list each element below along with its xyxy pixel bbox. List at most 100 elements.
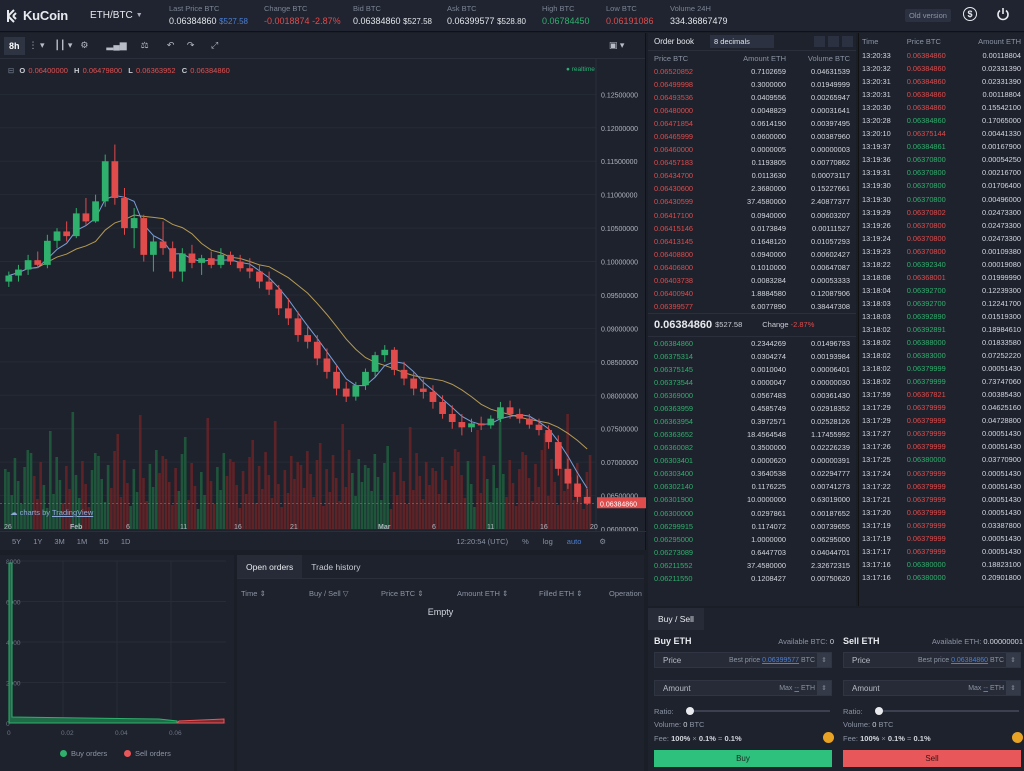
legend-buy-orders[interactable]: Buy orders	[60, 749, 107, 758]
range-1m[interactable]: 1M	[76, 536, 88, 546]
bid-row[interactable]: 0.06363652 18.4564548 1.17455992	[648, 428, 856, 441]
ask-row[interactable]: 0.06480000 0.0048829 0.00031641	[648, 104, 856, 117]
bid-row[interactable]: 0.06299915 0.1174072 0.00739655	[648, 520, 856, 533]
candlestick-chart[interactable]: 0.12500000 0.12000000 0.11500000 0.11000000…	[0, 59, 646, 531]
ask-row[interactable]: 0.06520852 0.7102659 0.04631539	[648, 65, 856, 78]
ask-row[interactable]: 0.06417100 0.0940000 0.00603207	[648, 209, 856, 222]
auto-scale-toggle[interactable]: auto	[566, 536, 582, 546]
ask-row[interactable]: 0.06403738 0.0083284 0.00053333	[648, 274, 856, 287]
candle-style-icon[interactable]: ┃┃ ▾	[54, 40, 73, 50]
ask-row[interactable]: 0.06465999 0.0600000 0.00387960	[648, 130, 856, 143]
sell-price-input[interactable]: Price Best price 0.06384860 BTC ⇕	[843, 652, 1021, 668]
buy-price-input[interactable]: Price Best price 0.06399577 BTC ⇕	[654, 652, 832, 668]
old-version-button[interactable]: Old version	[905, 9, 951, 22]
book-view-bids-icon[interactable]	[842, 36, 854, 47]
settings-gear-icon[interactable]: ⚙	[80, 40, 89, 50]
chart-settings-icon[interactable]: ⚙	[599, 536, 607, 546]
stepper-icon[interactable]: ⇕	[817, 653, 831, 667]
undo-icon[interactable]: ↶	[166, 40, 175, 50]
stepper-icon[interactable]: ⇕	[817, 681, 831, 695]
ask-row[interactable]: 0.06399577 6.0077890 0.38447308	[648, 300, 856, 313]
buy-amount-input[interactable]: Amount Max -- ETH ⇕	[654, 680, 832, 696]
buy-button[interactable]: Buy	[654, 750, 832, 767]
stepper-icon[interactable]: ⇕	[1006, 681, 1020, 695]
ask-row[interactable]: 0.06434700 0.0113630 0.00073117	[648, 169, 856, 182]
bid-row[interactable]: 0.06303401 0.0000620 0.00000391	[648, 454, 856, 467]
book-view-asks-icon[interactable]	[828, 36, 840, 47]
bid-row[interactable]: 0.06373544 0.0000047 0.00000030	[648, 376, 856, 389]
indicators-icon[interactable]: ▂▄▆	[106, 40, 127, 50]
range-1y[interactable]: 1Y	[33, 536, 43, 546]
bid-row[interactable]: 0.06369000 0.0567483 0.00361430	[648, 389, 856, 402]
bid-row[interactable]: 0.06363959 0.4585749 0.02918352	[648, 402, 856, 415]
fullscreen-icon[interactable]: ⤢	[211, 40, 219, 50]
kcs-coin-icon[interactable]	[823, 732, 834, 743]
ask-row[interactable]: 0.06499998 0.3000000 0.01949999	[648, 78, 856, 91]
redo-icon[interactable]: ↷	[186, 40, 195, 50]
dollar-icon[interactable]: $	[963, 7, 977, 21]
sell-button[interactable]: Sell	[843, 750, 1021, 767]
decimals-select[interactable]: 8 decimals	[710, 35, 775, 48]
best-price-link[interactable]: 0.06399577	[762, 656, 800, 664]
bid-row[interactable]: 0.06211552 37.4580000 2.32672315	[648, 559, 856, 572]
filter-icon[interactable]: ▽	[342, 588, 349, 598]
interval-button[interactable]: 8h	[4, 36, 25, 55]
bid-row[interactable]: 0.06300000 0.0297861 0.00187652	[648, 507, 856, 520]
ask-row[interactable]: 0.06460000 0.0000005 0.00000003	[648, 143, 856, 156]
ask-row[interactable]: 0.06493536 0.0409556 0.00265947	[648, 91, 856, 104]
bid-row[interactable]: 0.06375314 0.0304274 0.00193984	[648, 350, 856, 363]
bid-row[interactable]: 0.06363954 0.3972571 0.02528126	[648, 415, 856, 428]
depth-chart[interactable]: 8000 6000 4000 2000 0 0 0.02 0.04 0.06	[0, 555, 234, 745]
range-5d[interactable]: 5D	[99, 536, 109, 546]
slider-knob[interactable]	[686, 707, 694, 715]
ask-row[interactable]: 0.06471854 0.0614190 0.00397495	[648, 117, 856, 130]
sell-amount-input[interactable]: Amount Max -- ETH ⇕	[843, 680, 1021, 696]
ask-row[interactable]: 0.06430600 2.3680000 0.15227661	[648, 182, 856, 195]
bid-row[interactable]: 0.06301900 10.0000000 0.63019000	[648, 493, 856, 506]
buy-ratio-slider[interactable]	[686, 707, 830, 715]
ask-row[interactable]: 0.06457183 0.1193805 0.00770862	[648, 156, 856, 169]
bid-row[interactable]: 0.06211550 0.1208427 0.00750620	[648, 572, 856, 585]
tab-open-orders[interactable]: Open orders	[237, 555, 303, 578]
ask-row[interactable]: 0.06415146 0.0173849 0.00111527	[648, 222, 856, 235]
bid-row[interactable]: 0.06384860 0.2344269 0.01496783	[648, 337, 856, 350]
screenshot-icon[interactable]: ▣ ▾	[608, 40, 625, 50]
bid-row[interactable]: 0.06273089 0.6447703 0.04044701	[648, 546, 856, 559]
range-3m[interactable]: 3M	[54, 536, 65, 546]
sell-ratio-slider[interactable]	[875, 707, 1019, 715]
ask-row[interactable]: 0.06406800 0.1010000 0.00647087	[648, 261, 856, 274]
tradingview-credit[interactable]: ☁ charts by TradingView	[10, 508, 94, 517]
sort-icon[interactable]: ⇕	[259, 588, 266, 598]
book-view-both-icon[interactable]	[814, 36, 826, 47]
bid-row[interactable]: 0.06302140 0.1176225 0.00741273	[648, 480, 856, 493]
tab-trade-history[interactable]: Trade history	[311, 561, 361, 572]
percent-scale-toggle[interactable]: %	[522, 536, 529, 546]
range-1d[interactable]: 1D	[120, 536, 131, 546]
more-intervals-icon[interactable]: ⋮ ▾	[28, 40, 45, 50]
collapse-icon[interactable]: ⊟	[8, 66, 15, 75]
bid-row[interactable]: 0.06375145 0.0010040 0.00006401	[648, 363, 856, 376]
bid-row[interactable]: 0.06295000 1.0000000 0.06295000	[648, 533, 856, 546]
ask-row[interactable]: 0.06408800 0.0940000 0.00602427	[648, 248, 856, 261]
tab-buy-sell[interactable]: Buy / Sell	[648, 608, 704, 630]
max-link[interactable]: --	[983, 684, 989, 692]
ask-row[interactable]: 0.06413145 0.1648120 0.01057293	[648, 235, 856, 248]
kucoin-logo[interactable]: KuCoin	[6, 8, 68, 23]
sort-icon[interactable]: ⇕	[502, 588, 509, 598]
slider-knob[interactable]	[875, 707, 883, 715]
range-5y[interactable]: 5Y	[12, 536, 22, 546]
compare-icon[interactable]: ⚖	[140, 40, 149, 50]
stepper-icon[interactable]: ⇕	[1006, 653, 1020, 667]
bid-row[interactable]: 0.06360082 0.3500000 0.02226239	[648, 441, 856, 454]
sort-icon[interactable]: ⇕	[576, 588, 583, 598]
pair-selector[interactable]: ETH/BTC ▼	[90, 10, 162, 21]
kcs-coin-icon[interactable]	[1012, 732, 1023, 743]
sort-icon[interactable]: ⇕	[417, 588, 424, 598]
legend-sell-orders[interactable]: Sell orders	[124, 749, 171, 758]
ask-row[interactable]: 0.06400940 1.8884580 0.12087906	[648, 287, 856, 300]
best-price-link[interactable]: 0.06384860	[951, 656, 989, 664]
power-icon[interactable]	[996, 7, 1010, 21]
max-link[interactable]: --	[794, 684, 800, 692]
tradingview-link[interactable]: TradingView	[51, 508, 94, 517]
bid-row[interactable]: 0.06303400 0.3640538 0.02294777	[648, 467, 856, 480]
